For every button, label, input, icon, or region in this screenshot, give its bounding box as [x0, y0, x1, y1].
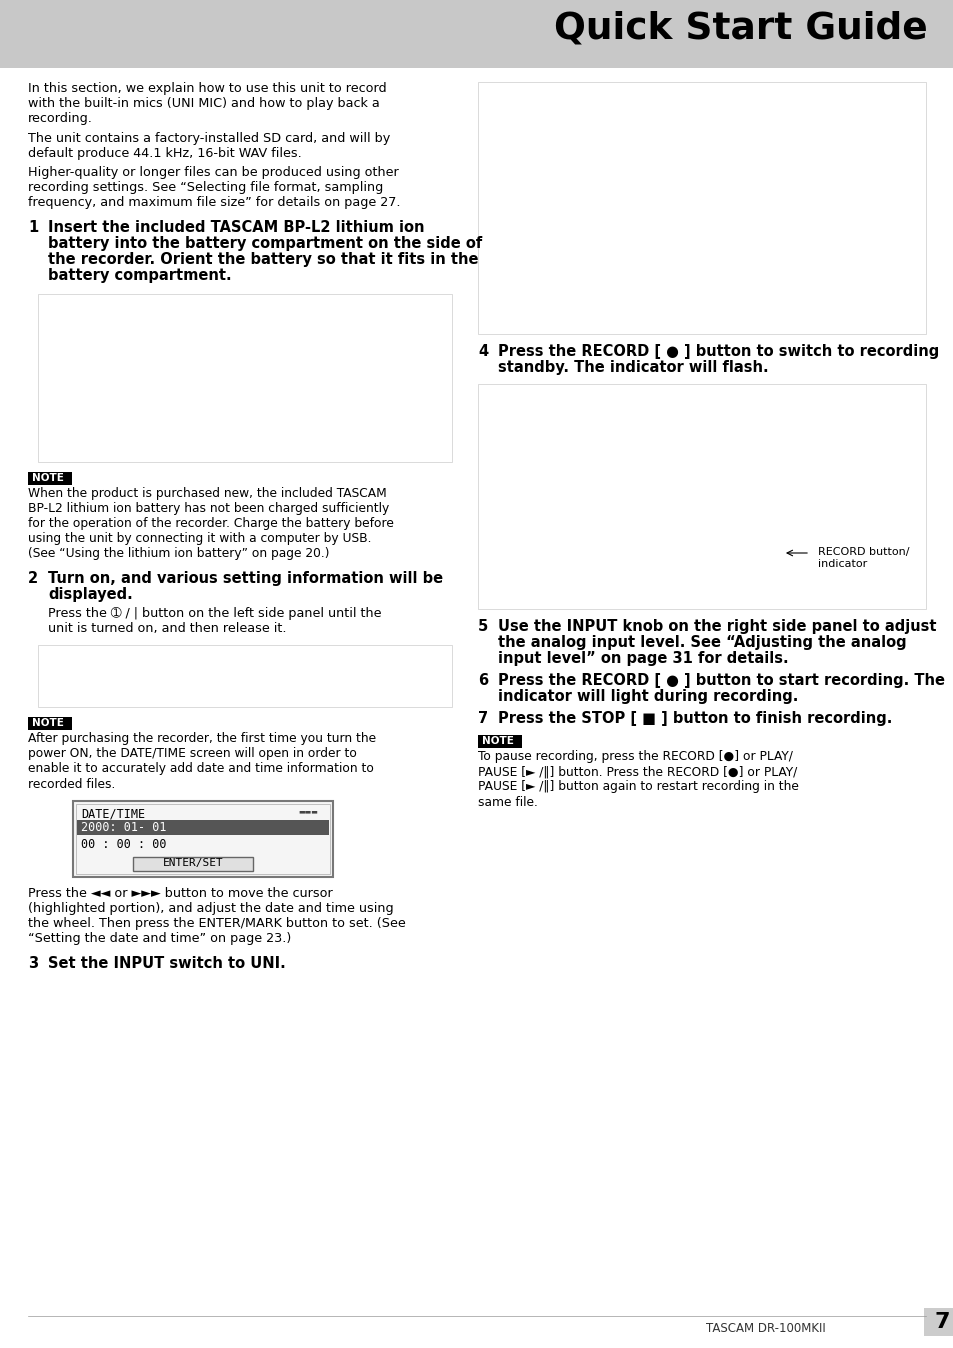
Text: Quick Start Guide: Quick Start Guide — [554, 9, 927, 46]
Text: Higher-quality or longer files can be produced using other: Higher-quality or longer files can be pr… — [28, 166, 398, 179]
Text: Turn on, and various setting information will be: Turn on, and various setting information… — [48, 570, 442, 585]
Bar — [38, 644, 452, 706]
Text: The unit contains a factory-installed SD card, and will by: The unit contains a factory-installed SD… — [28, 132, 390, 144]
Text: battery into the battery compartment on the side of: battery into the battery compartment on … — [48, 236, 482, 251]
Text: with the built-in mics (UNI MIC) and how to play back a: with the built-in mics (UNI MIC) and how… — [28, 97, 379, 111]
Bar — [38, 644, 452, 706]
Text: NOTE: NOTE — [32, 473, 64, 483]
Text: Set the INPUT switch to UNI.: Set the INPUT switch to UNI. — [48, 956, 286, 971]
Bar — [477, 82, 925, 334]
Bar — [28, 717, 71, 731]
Text: BP-L2 lithium ion battery has not been charged sufficiently: BP-L2 lithium ion battery has not been c… — [28, 501, 389, 515]
Text: ▬▬▬: ▬▬▬ — [297, 809, 317, 814]
Text: input level” on page 31 for details.: input level” on page 31 for details. — [497, 651, 788, 666]
Text: “Setting the date and time” on page 23.): “Setting the date and time” on page 23.) — [28, 933, 291, 945]
Text: TASCAM DR-100MKII: TASCAM DR-100MKII — [705, 1322, 825, 1335]
Bar — [477, 82, 925, 334]
Bar — [38, 294, 452, 461]
Text: 00 : 00 : 00: 00 : 00 : 00 — [81, 838, 167, 851]
Text: enable it to accurately add date and time information to: enable it to accurately add date and tim… — [28, 763, 374, 775]
Text: using the unit by connecting it with a computer by USB.: using the unit by connecting it with a c… — [28, 532, 371, 545]
Text: displayed.: displayed. — [48, 586, 132, 601]
Text: ENTER/SET: ENTER/SET — [162, 857, 223, 868]
Bar — [0, 0, 953, 67]
Text: 2: 2 — [28, 570, 38, 585]
Text: 7: 7 — [477, 710, 488, 727]
Text: Press the ◄◄ or ►►► button to move the cursor: Press the ◄◄ or ►►► button to move the c… — [28, 887, 333, 900]
Text: recording settings. See “Selecting file format, sampling: recording settings. See “Selecting file … — [28, 181, 383, 194]
Bar — [73, 801, 333, 876]
Bar — [77, 820, 329, 834]
Bar — [76, 803, 330, 874]
Text: RECORD button/: RECORD button/ — [817, 547, 908, 557]
Bar — [38, 294, 452, 461]
Text: 6: 6 — [477, 673, 488, 687]
Text: 1: 1 — [28, 220, 38, 235]
Text: Insert the included TASCAM BP-L2 lithium ion: Insert the included TASCAM BP-L2 lithium… — [48, 220, 424, 235]
Text: frequency, and maximum file size” for details on page 27.: frequency, and maximum file size” for de… — [28, 197, 400, 209]
Text: Press the STOP [ ■ ] button to finish recording.: Press the STOP [ ■ ] button to finish re… — [497, 710, 891, 727]
Text: 5: 5 — [477, 619, 488, 634]
Text: When the product is purchased new, the included TASCAM: When the product is purchased new, the i… — [28, 487, 386, 500]
Text: recorded files.: recorded files. — [28, 778, 115, 790]
Text: NOTE: NOTE — [481, 736, 514, 747]
Text: battery compartment.: battery compartment. — [48, 268, 232, 283]
Text: the wheel. Then press the ENTER/MARK button to set. (See: the wheel. Then press the ENTER/MARK but… — [28, 917, 405, 930]
Text: Press the RECORD [ ● ] button to start recording. The: Press the RECORD [ ● ] button to start r… — [497, 673, 944, 687]
Text: Press the ➀ / | button on the left side panel until the: Press the ➀ / | button on the left side … — [48, 607, 381, 620]
Bar — [477, 384, 925, 609]
Text: same file.: same file. — [477, 795, 537, 809]
Bar — [28, 472, 71, 484]
Text: PAUSE [► /‖] button again to restart recording in the: PAUSE [► /‖] button again to restart rec… — [477, 780, 798, 794]
Text: 3: 3 — [28, 956, 38, 971]
Text: Use the INPUT knob on the right side panel to adjust: Use the INPUT knob on the right side pan… — [497, 619, 936, 634]
Text: (See “Using the lithium ion battery” on page 20.): (See “Using the lithium ion battery” on … — [28, 547, 329, 561]
Text: Press the RECORD [ ● ] button to switch to recording: Press the RECORD [ ● ] button to switch … — [497, 344, 939, 359]
Bar — [923, 1308, 953, 1336]
Text: default produce 44.1 kHz, 16-bit WAV files.: default produce 44.1 kHz, 16-bit WAV fil… — [28, 147, 301, 160]
Text: NOTE: NOTE — [32, 718, 64, 728]
Text: To pause recording, press the RECORD [●] or PLAY/: To pause recording, press the RECORD [●]… — [477, 749, 792, 763]
Text: (highlighted portion), and adjust the date and time using: (highlighted portion), and adjust the da… — [28, 902, 394, 915]
Bar — [477, 735, 521, 748]
Bar — [132, 857, 253, 871]
Text: indicator: indicator — [817, 559, 866, 569]
Text: unit is turned on, and then release it.: unit is turned on, and then release it. — [48, 621, 286, 635]
Text: 4: 4 — [477, 344, 488, 359]
Text: the analog input level. See “Adjusting the analog: the analog input level. See “Adjusting t… — [497, 635, 905, 650]
Text: After purchasing the recorder, the first time you turn the: After purchasing the recorder, the first… — [28, 732, 375, 745]
Text: 7: 7 — [933, 1312, 949, 1332]
Text: DATE/TIME: DATE/TIME — [81, 807, 145, 821]
Text: In this section, we explain how to use this unit to record: In this section, we explain how to use t… — [28, 82, 386, 94]
Text: 2000: 01- 01: 2000: 01- 01 — [81, 821, 167, 834]
Text: the recorder. Orient the battery so that it fits in the: the recorder. Orient the battery so that… — [48, 252, 478, 267]
Text: standby. The indicator will flash.: standby. The indicator will flash. — [497, 360, 768, 375]
Text: PAUSE [► /‖] button. Press the RECORD [●] or PLAY/: PAUSE [► /‖] button. Press the RECORD [●… — [477, 766, 797, 778]
Text: power ON, the DATE/TIME screen will open in order to: power ON, the DATE/TIME screen will open… — [28, 747, 356, 760]
Bar — [477, 384, 925, 609]
Text: for the operation of the recorder. Charge the battery before: for the operation of the recorder. Charg… — [28, 518, 394, 530]
Text: recording.: recording. — [28, 112, 92, 125]
Text: indicator will light during recording.: indicator will light during recording. — [497, 689, 798, 704]
